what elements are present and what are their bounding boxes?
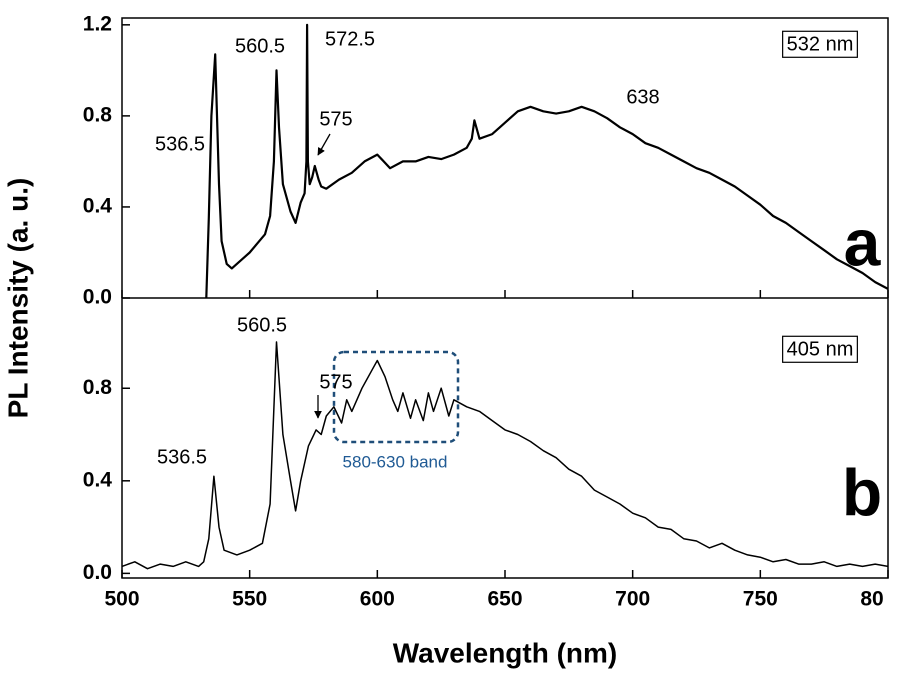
panel-letter: a — [844, 205, 882, 279]
peak-annotation: 536.5 — [157, 446, 207, 468]
y-tick-label: 0.8 — [83, 376, 113, 399]
x-tick-label: 600 — [360, 588, 395, 611]
y-tick-label: 0.4 — [83, 468, 113, 491]
peak-annotation: 560.5 — [237, 314, 287, 336]
peak-annotation: 638 — [626, 86, 659, 108]
peak-annotation: 536.5 — [155, 133, 205, 155]
x-tick-label: 500 — [104, 588, 139, 611]
excitation-box — [782, 30, 858, 58]
y-tick-label: 0.8 — [83, 103, 113, 126]
x-tick-label: 700 — [615, 588, 650, 611]
x-axis-label: Wavelength (nm) — [393, 637, 618, 668]
y-tick-label: 0.4 — [83, 194, 113, 217]
x-tick-label: 80 — [860, 588, 883, 611]
spectrum-line — [122, 341, 888, 570]
peak-annotation: 580-630 band — [343, 452, 448, 471]
x-tick-label: 750 — [743, 588, 778, 611]
band-box — [332, 350, 460, 444]
y-tick-label: 0.0 — [83, 561, 112, 584]
excitation-label: 405 nm — [787, 338, 854, 360]
excitation-box — [782, 335, 858, 363]
spectrum-line — [205, 23, 888, 298]
y-tick-label: 1.2 — [83, 12, 112, 35]
y-tick-label: 0.0 — [83, 286, 112, 309]
peak-annotation: 572.5 — [325, 28, 375, 50]
peak-annotation: 560.5 — [235, 35, 285, 57]
arrow — [317, 133, 331, 156]
x-tick-label: 550 — [232, 588, 267, 611]
x-tick-label: 650 — [487, 588, 522, 611]
panel-letter: b — [842, 455, 882, 529]
excitation-label: 532 nm — [787, 33, 854, 55]
peak-annotation: 575 — [319, 108, 352, 130]
y-axis-label: PL Intensity (a. u.) — [2, 178, 33, 419]
peak-annotation: 575 — [319, 371, 352, 393]
